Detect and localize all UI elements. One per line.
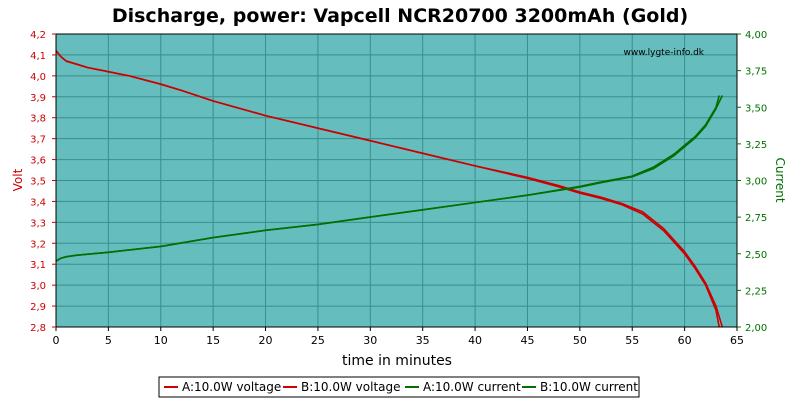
y-left-tick-label: 3,6 xyxy=(30,156,46,167)
y-right-tick-label: 2,50 xyxy=(745,250,767,261)
y-left-tick-label: 3,0 xyxy=(30,281,46,292)
ticks: 0 5 10 15 20 25 30 35 40 45 50 55 60 65 2,8 2,9 3,0 3,1 3,… xyxy=(30,30,767,347)
watermark: www.lygte-info.dk xyxy=(624,48,705,58)
chart-title: Discharge, power: Vapcell NCR20700 3200m… xyxy=(112,5,688,27)
legend-label: B:10.0W voltage xyxy=(301,380,401,394)
y-right-tick-label: 3,75 xyxy=(745,67,767,78)
series-line-1 xyxy=(55,50,724,328)
y-left-tick-label: 3,8 xyxy=(30,114,46,125)
legend-label: A:10.0W current xyxy=(423,380,521,394)
legend-box xyxy=(158,376,640,398)
series-line-3 xyxy=(55,95,724,262)
y-axis-label-left: Volt xyxy=(11,168,25,191)
x-tick-label: 10 xyxy=(154,334,168,347)
x-tick-label: 30 xyxy=(363,334,377,347)
x-tick-label: 50 xyxy=(573,334,587,347)
y-left-tick-label: 3,1 xyxy=(30,260,46,271)
y-left-tick-label: 2,8 xyxy=(30,323,46,334)
x-tick-label: 40 xyxy=(468,334,482,347)
x-tick-label: 5 xyxy=(105,334,112,347)
legend: A:10.0W voltage B:10.0W voltage A:10.0W cu… xyxy=(158,376,640,398)
x-tick-label: 0 xyxy=(53,334,60,347)
y-left-tick-label: 3,3 xyxy=(30,218,46,229)
x-tick-label: 35 xyxy=(416,334,430,347)
x-tick-label: 55 xyxy=(625,334,639,347)
y-right-tick-label: 3,25 xyxy=(745,140,767,151)
y-left-tick-label: 3,9 xyxy=(30,93,46,104)
y-right-tick-label: 3,00 xyxy=(745,177,767,188)
y-left-tick-label: 4,0 xyxy=(30,72,46,83)
x-tick-label: 45 xyxy=(520,334,534,347)
y-right-tick-label: 4,00 xyxy=(745,30,767,41)
y-left-tick-label: 4,1 xyxy=(30,51,46,62)
x-tick-label: 15 xyxy=(206,334,220,347)
y-axis-label-right: Current xyxy=(773,157,787,202)
series-layer xyxy=(55,50,724,328)
y-left-tick-label: 4,2 xyxy=(30,30,46,41)
y-left-tick-label: 3,4 xyxy=(30,197,46,208)
x-tick-label: 20 xyxy=(259,334,273,347)
x-tick-label: 65 xyxy=(730,334,744,347)
y-right-tick-label: 2,75 xyxy=(745,213,767,224)
x-tick-label: 60 xyxy=(678,334,692,347)
y-right-tick-label: 3,50 xyxy=(745,103,767,114)
legend-label: A:10.0W voltage xyxy=(182,380,281,394)
x-axis-label: time in minutes xyxy=(342,353,452,369)
y-left-tick-label: 2,9 xyxy=(30,302,46,313)
y-right-tick-label: 2,25 xyxy=(745,286,767,297)
y-left-tick-label: 3,7 xyxy=(30,135,46,146)
y-left-tick-label: 3,5 xyxy=(30,177,46,188)
y-right-tick-label: 2,00 xyxy=(745,323,767,334)
y-left-tick-label: 3,2 xyxy=(30,239,46,250)
legend-label: B:10.0W current xyxy=(540,380,638,394)
x-tick-label: 25 xyxy=(311,334,325,347)
